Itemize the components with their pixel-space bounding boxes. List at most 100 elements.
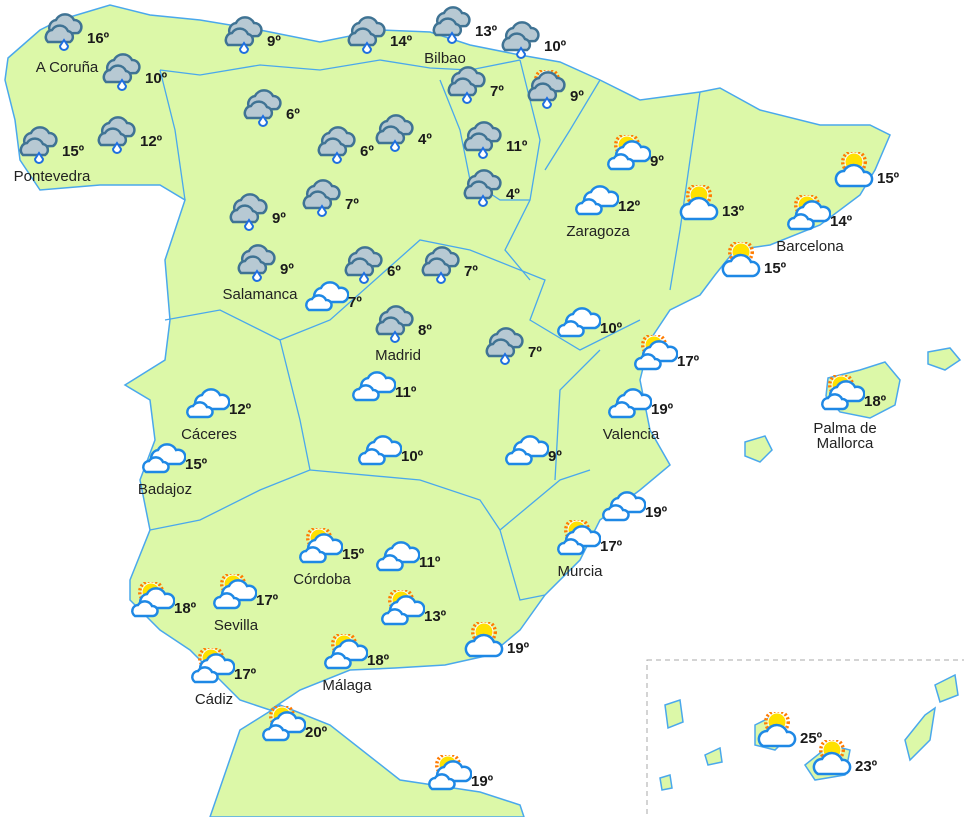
temperature-label: 7º [490, 83, 504, 100]
city-label: Pontevedra [13, 168, 91, 185]
rain-icon [342, 245, 388, 285]
sun-clouds-icon [322, 634, 368, 674]
temperature-label: 18º [174, 600, 197, 617]
temperature-label: 7º [528, 344, 542, 361]
temperature-label: 23º [855, 758, 878, 775]
temperature-label: 9º [272, 210, 286, 227]
rain-icon [461, 168, 507, 208]
rain-icon [499, 20, 545, 60]
temperature-label: 19º [471, 773, 494, 790]
sun-clouds-icon [555, 520, 601, 560]
temperature-label: 19º [645, 504, 668, 521]
temperature-label: 15º [62, 143, 85, 160]
temperature-label: 10º [544, 38, 567, 55]
rain-icon [100, 52, 146, 92]
sun-cloud-icon [834, 152, 874, 188]
clouds-icon [606, 383, 652, 423]
sun-clouds-icon [297, 528, 343, 568]
rain-icon [227, 192, 273, 232]
temperature-label: 11º [419, 554, 441, 571]
temperature-label: 12º [618, 198, 641, 215]
temperature-label: 15º [185, 456, 208, 473]
city-label: Cáceres [181, 426, 237, 443]
clouds-icon [374, 536, 420, 576]
temperature-label: 10º [600, 320, 623, 337]
city-label: Málaga [322, 677, 372, 694]
rain-icon [373, 113, 419, 153]
sun-clouds-icon [819, 375, 865, 415]
temperature-label: 17º [600, 538, 623, 555]
clouds-icon [356, 430, 402, 470]
temperature-label: 6º [286, 106, 300, 123]
temperature-label: 9º [267, 33, 281, 50]
sun-clouds-icon [426, 755, 472, 795]
city-label: A Coruña [35, 59, 99, 76]
temperature-label: 4º [506, 186, 520, 203]
city-label: Valencia [602, 426, 660, 443]
rain-icon [95, 115, 141, 155]
sun-clouds-icon [129, 582, 175, 622]
city-label: Murcia [557, 563, 603, 580]
temperature-label: 9º [570, 88, 584, 105]
temperature-label: 25º [800, 730, 823, 747]
temperature-label: 11º [395, 384, 417, 401]
rain-icon [345, 15, 391, 55]
temperature-label: 19º [651, 401, 674, 418]
rain-icon [17, 125, 63, 165]
temperature-label: 13º [722, 203, 745, 220]
temperature-label: 13º [424, 608, 447, 625]
sun-clouds-icon [632, 335, 678, 375]
north-africa [209, 704, 525, 817]
temperature-label: 9º [548, 448, 562, 465]
temperature-label: 6º [360, 143, 374, 160]
clouds-icon [600, 486, 646, 526]
sun-cloud-icon [679, 185, 719, 221]
clouds-icon [503, 430, 549, 470]
temperature-label: 15º [764, 260, 787, 277]
temperature-label: 10º [145, 70, 168, 87]
temperature-label: 15º [342, 546, 365, 563]
city-label: Zaragoza [566, 223, 630, 240]
canary-5 [704, 746, 723, 766]
rain-icon [241, 88, 287, 128]
temperature-label: 18º [367, 652, 390, 669]
clouds-icon [573, 180, 619, 220]
sun-rain-icon [525, 70, 571, 110]
clouds-icon [184, 383, 230, 423]
rain-icon [235, 243, 281, 283]
sun-cloud-icon [464, 622, 504, 658]
rain-icon [461, 120, 507, 160]
rain-icon [445, 65, 491, 105]
temperature-label: 17º [256, 592, 279, 609]
temperature-label: 11º [506, 138, 528, 155]
temperature-label: 4º [418, 131, 432, 148]
city-label: Badajoz [137, 481, 193, 498]
rain-icon [42, 12, 88, 52]
temperature-label: 17º [234, 666, 257, 683]
city-label: Madrid [375, 347, 421, 364]
sun-cloud-icon [721, 242, 761, 278]
city-label: Bilbao [424, 50, 466, 67]
rain-icon [373, 304, 419, 344]
sun-clouds-icon [189, 648, 235, 688]
canary-2 [934, 673, 959, 703]
spain-mainland [4, 4, 891, 711]
city-label: Córdoba [293, 571, 351, 588]
sun-clouds-icon [785, 195, 831, 235]
temperature-label: 7º [348, 294, 362, 311]
canary-inset-frame [646, 659, 964, 817]
temperature-label: 18º [864, 393, 887, 410]
rain-icon [483, 326, 529, 366]
city-label: Barcelona [776, 238, 844, 255]
canary-7 [659, 774, 673, 791]
clouds-icon [140, 438, 186, 478]
temperature-label: 20º [305, 724, 328, 741]
city-label: Sevilla [213, 617, 259, 634]
rain-icon [315, 125, 361, 165]
temperature-label: 14º [830, 213, 853, 230]
temperature-label: 7º [464, 263, 478, 280]
canary-1 [904, 706, 937, 762]
sun-cloud-icon [812, 740, 852, 776]
sun-clouds-icon [379, 590, 425, 630]
